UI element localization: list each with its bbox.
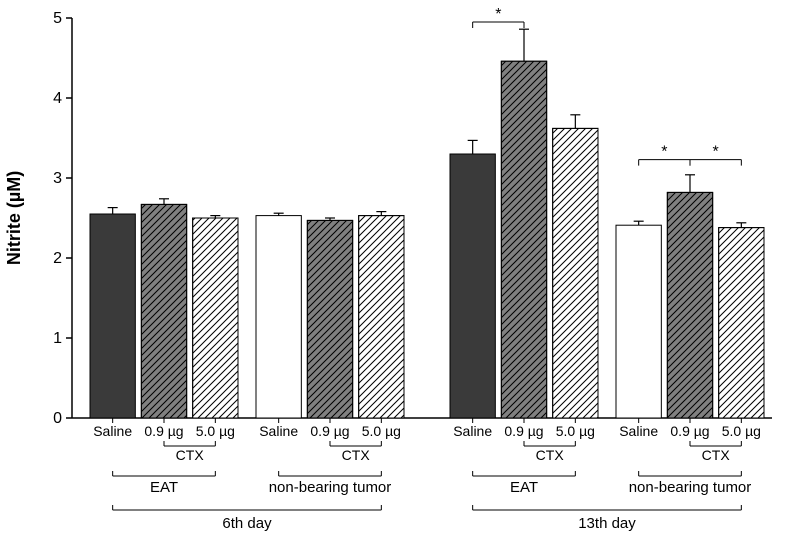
- bar-label: 5.0 µg: [722, 423, 761, 439]
- significance-star: *: [661, 144, 667, 161]
- bar: [616, 225, 661, 418]
- bar-label: Saline: [93, 423, 132, 439]
- y-axis-label: Nitrite (µM): [4, 171, 24, 265]
- significance-star: *: [495, 6, 501, 23]
- cluster-label: non-bearing tumor: [269, 479, 392, 496]
- cluster-label: EAT: [150, 479, 178, 496]
- bar-label: Saline: [619, 423, 658, 439]
- bar-label: 0.9 µg: [144, 423, 183, 439]
- nitrite-bar-chart: 0 1 2 3 4 5 Nitrite (µM) Saline 0.9 µg 5.0 µg Sali…: [0, 0, 791, 548]
- bar-label: 5.0 µg: [362, 423, 401, 439]
- bar-label: 5.0 µg: [196, 423, 235, 439]
- bar-label: Saline: [259, 423, 298, 439]
- y-tick-label: 4: [53, 90, 62, 107]
- ctx-label: CTX: [536, 447, 565, 463]
- y-tick-label: 3: [53, 170, 62, 187]
- bar-label: Saline: [453, 423, 492, 439]
- bar-label: 0.9 µg: [504, 423, 543, 439]
- y-tick-label: 1: [53, 330, 62, 347]
- day-label: 13th day: [578, 515, 636, 532]
- bar-label: 5.0 µg: [556, 423, 595, 439]
- cluster-label: EAT: [510, 479, 538, 496]
- day-label: 6th day: [222, 515, 272, 532]
- y-tick-label: 2: [53, 250, 62, 267]
- bar-label: 0.9 µg: [670, 423, 709, 439]
- bar-label: 0.9 µg: [310, 423, 349, 439]
- ctx-label: CTX: [702, 447, 731, 463]
- y-tick-label: 5: [53, 10, 62, 27]
- y-tick-label: 0: [53, 410, 62, 427]
- cluster-label: non-bearing tumor: [629, 479, 752, 496]
- bar: [90, 214, 135, 418]
- ctx-label: CTX: [342, 447, 371, 463]
- ctx-label: CTX: [176, 447, 205, 463]
- bar: [256, 216, 301, 418]
- bar: [450, 154, 495, 418]
- significance-star: *: [713, 144, 719, 161]
